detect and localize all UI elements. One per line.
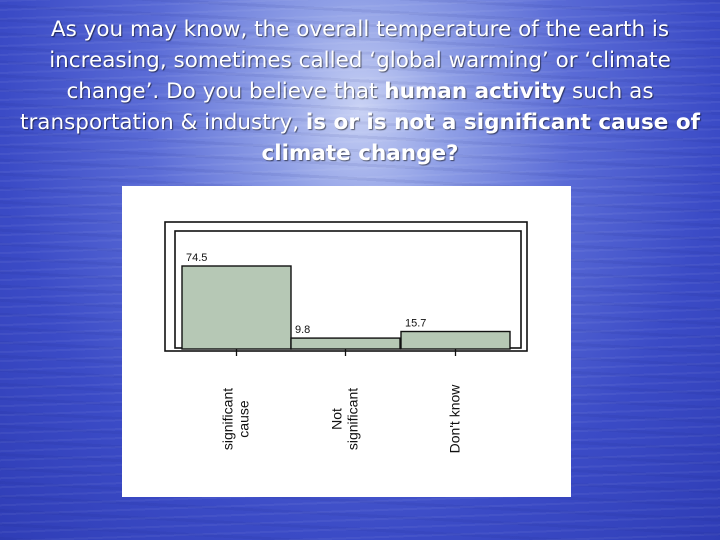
category-label-1-1: significant [220, 388, 236, 450]
category-label-1-2: cause [236, 400, 252, 438]
bar-value-label-1: 74.5 [186, 252, 207, 264]
bar-3 [400, 330, 511, 350]
bar-1 [181, 265, 292, 350]
bar-value-label-3: 15.7 [405, 318, 426, 330]
chart-panel: 74.5 significant cause 9.8 Not significant 15.… [122, 186, 571, 497]
question-text: As you may know, the overall temperature… [18, 14, 702, 169]
category-label-2-2: significant [345, 388, 361, 450]
question-part-1: As you may know, the overall temperature… [49, 17, 671, 104]
bar-2 [290, 337, 401, 350]
bar-value-label-2: 9.8 [295, 324, 310, 336]
category-label-2-1: Not [329, 408, 345, 430]
question-part-3: such as transportation & industry, [20, 79, 654, 135]
question-part-4: is or is not a significant cause of clim… [261, 110, 700, 166]
category-label-3-1: Don't know [447, 384, 463, 454]
question-part-2: human activity [384, 79, 566, 104]
